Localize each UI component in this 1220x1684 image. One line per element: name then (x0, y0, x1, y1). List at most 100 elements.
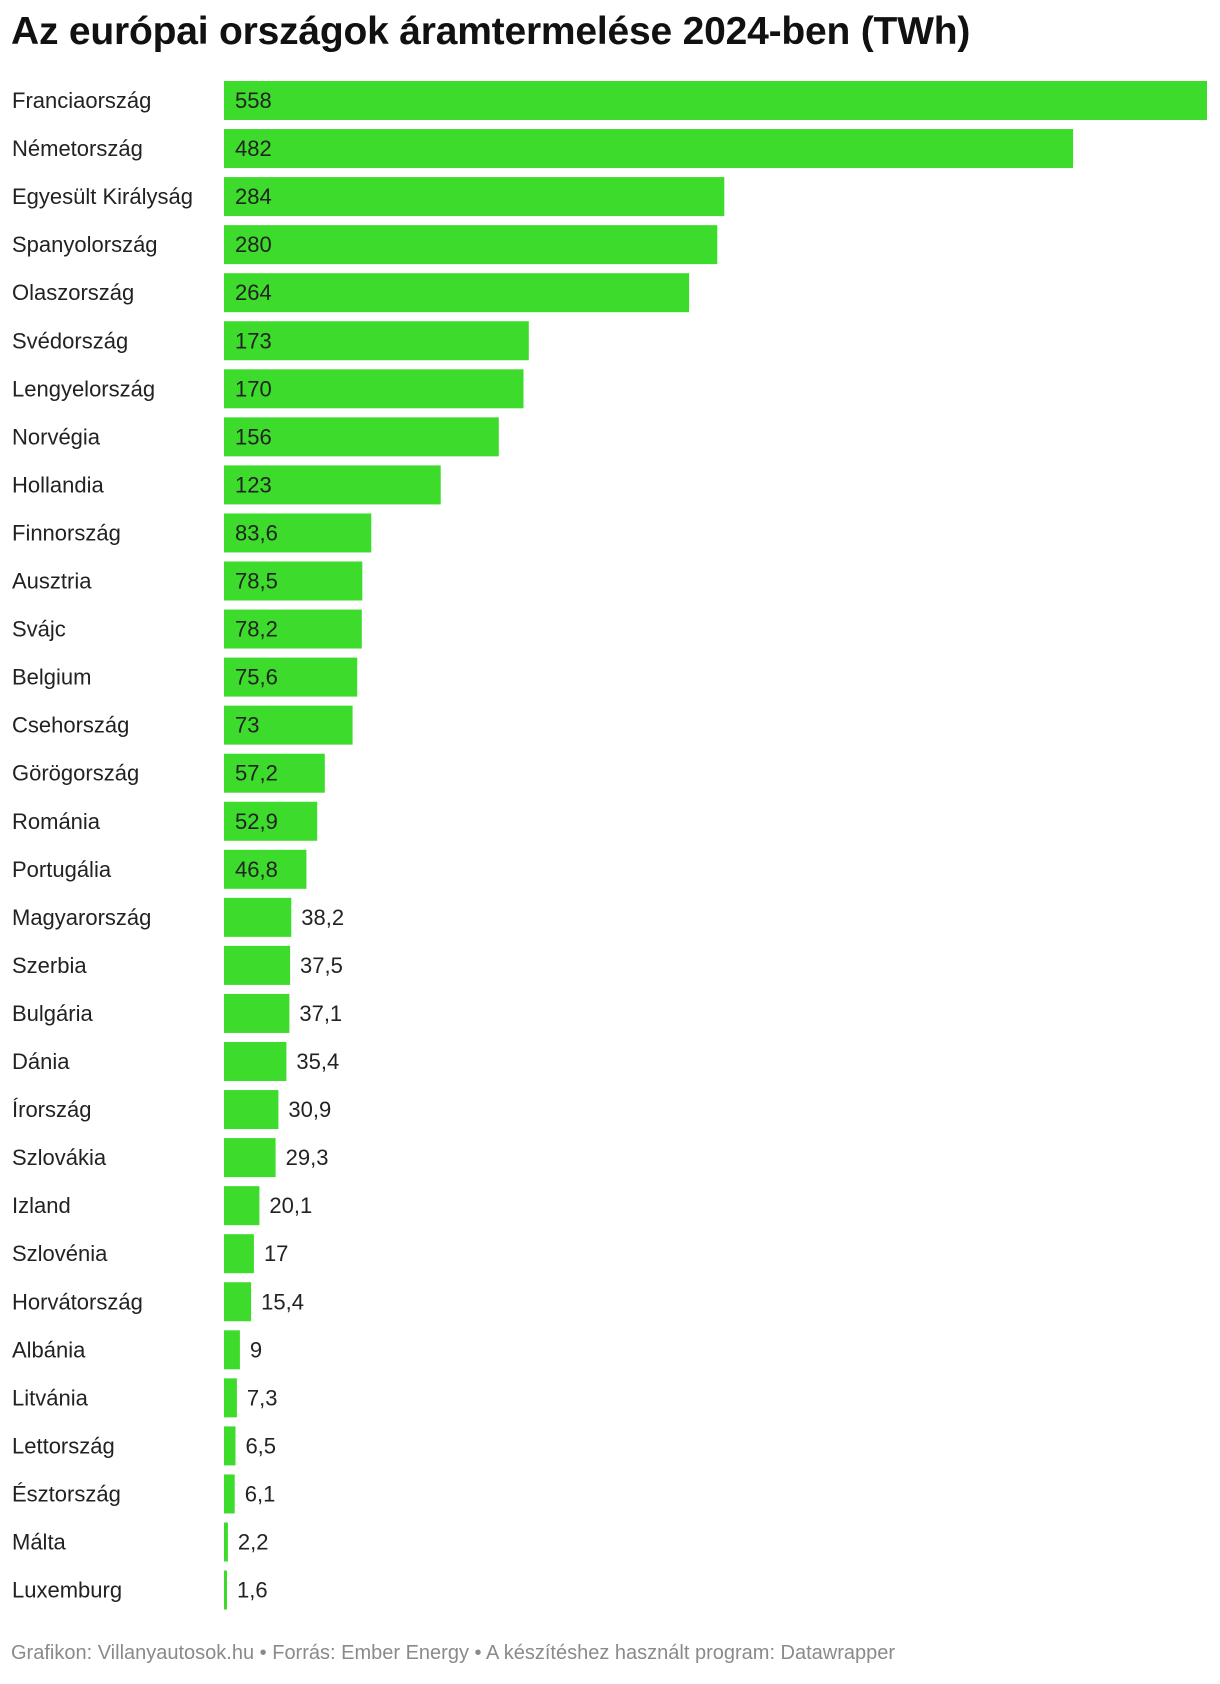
category-label: Dánia (12, 1049, 70, 1074)
value-label: 284 (235, 184, 272, 209)
bar-row: Németország 482 (12, 129, 1074, 169)
chart-title: Az európai országok áramtermelése 2024-b… (11, 10, 971, 53)
category-label: Egyesült Királyság (12, 184, 193, 209)
bar-row: Lettország 6,5 (12, 1426, 276, 1466)
bar (224, 1522, 228, 1562)
bar (224, 81, 1207, 120)
value-label: 264 (235, 280, 272, 305)
value-label: 75,6 (235, 665, 278, 690)
category-label: Görögország (12, 761, 139, 786)
value-label: 1,6 (237, 1578, 268, 1603)
category-label: Norvégia (12, 424, 101, 449)
bar-row: Csehország 73 (12, 705, 353, 745)
bar-row: Lengyelország 170 (12, 369, 524, 409)
category-label: Portugália (12, 857, 112, 882)
bar (224, 177, 725, 217)
category-label: Spanyolország (12, 232, 158, 257)
bar-row: Svédország 173 (12, 321, 529, 361)
bar-row: Szlovénia 17 (12, 1234, 288, 1274)
bar (224, 1282, 252, 1322)
category-label: Észtország (12, 1481, 121, 1506)
bar-row: Portugália 46,8 (12, 849, 307, 889)
bar-row: Albánia 9 (12, 1330, 262, 1370)
category-label: Málta (12, 1530, 67, 1555)
bar (224, 1042, 287, 1081)
bar (224, 225, 718, 265)
bar-row: Málta 2,2 (12, 1522, 269, 1562)
bar (224, 657, 358, 697)
value-label: 38,2 (301, 905, 344, 930)
category-label: Horvátország (12, 1289, 143, 1314)
bar-row: Szerbia 37,5 (12, 945, 343, 985)
bar-row: Svájc 78,2 (12, 609, 362, 649)
bar-row: Románia 52,9 (12, 801, 318, 841)
category-label: Svájc (12, 617, 66, 642)
bar (224, 1090, 279, 1130)
category-label: Franciaország (12, 88, 151, 113)
bar-row: Bulgária 37,1 (12, 993, 342, 1033)
bar (224, 321, 529, 361)
bar (224, 1186, 260, 1226)
bar-row: Franciaország 558 (12, 81, 1207, 120)
bar (224, 513, 372, 553)
bar-row: Luxemburg 1,6 (12, 1570, 268, 1610)
category-label: Hollandia (12, 472, 104, 497)
bar-row: Dánia 35,4 (12, 1042, 339, 1081)
bar-row: Horvátország 15,4 (12, 1282, 304, 1322)
category-label: Bulgária (12, 1001, 93, 1026)
value-label: 558 (235, 88, 272, 113)
value-label: 37,1 (299, 1001, 342, 1026)
category-label: Luxemburg (12, 1578, 122, 1603)
category-label: Svédország (12, 328, 128, 353)
value-label: 29,3 (286, 1145, 329, 1170)
bar-row: Olaszország 264 (12, 273, 690, 313)
bar-row: Szlovákia 29,3 (12, 1138, 329, 1178)
bar (224, 561, 363, 601)
bar (224, 1378, 237, 1418)
bar-row: Norvégia 156 (12, 417, 499, 457)
value-label: 57,2 (235, 761, 278, 786)
bar (224, 1330, 240, 1370)
bar (224, 1474, 235, 1514)
value-label: 20,1 (269, 1193, 312, 1218)
bar-row: Izland 20,1 (12, 1186, 312, 1226)
value-label: 170 (235, 376, 272, 401)
category-label: Románia (12, 809, 101, 834)
bar (224, 1570, 227, 1610)
value-label: 2,2 (238, 1530, 269, 1555)
category-label: Litvánia (12, 1385, 89, 1410)
category-label: Szlovénia (12, 1241, 108, 1266)
bar (224, 129, 1074, 169)
category-label: Magyarország (12, 905, 151, 930)
category-label: Németország (12, 136, 143, 161)
value-label: 173 (235, 328, 272, 353)
bar-row: Hollandia 123 (12, 465, 441, 505)
value-label: 280 (235, 232, 272, 257)
value-label: 17 (264, 1241, 288, 1266)
category-label: Albánia (12, 1337, 86, 1362)
bar (224, 801, 318, 841)
category-label: Szlovákia (12, 1145, 107, 1170)
category-label: Ausztria (12, 569, 92, 594)
bar-row: Spanyolország 280 (12, 225, 718, 265)
bar (224, 465, 441, 505)
category-label: Lengyelország (12, 376, 155, 401)
value-label: 52,9 (235, 809, 278, 834)
category-label: Írország (12, 1097, 91, 1122)
bar-row: Belgium 75,6 (12, 657, 358, 697)
category-label: Izland (12, 1193, 71, 1218)
category-label: Belgium (12, 665, 91, 690)
value-label: 7,3 (247, 1385, 278, 1410)
bar (224, 945, 291, 985)
bar (224, 1426, 236, 1466)
bar-row: Írország 30,9 (12, 1090, 331, 1130)
category-label: Csehország (12, 713, 129, 738)
bar (224, 273, 690, 313)
value-label: 78,5 (235, 569, 278, 594)
value-label: 30,9 (288, 1097, 331, 1122)
bar-row: Magyarország 38,2 (12, 897, 344, 937)
category-label: Olaszország (12, 280, 134, 305)
value-label: 15,4 (261, 1289, 304, 1314)
value-label: 6,5 (245, 1433, 276, 1458)
